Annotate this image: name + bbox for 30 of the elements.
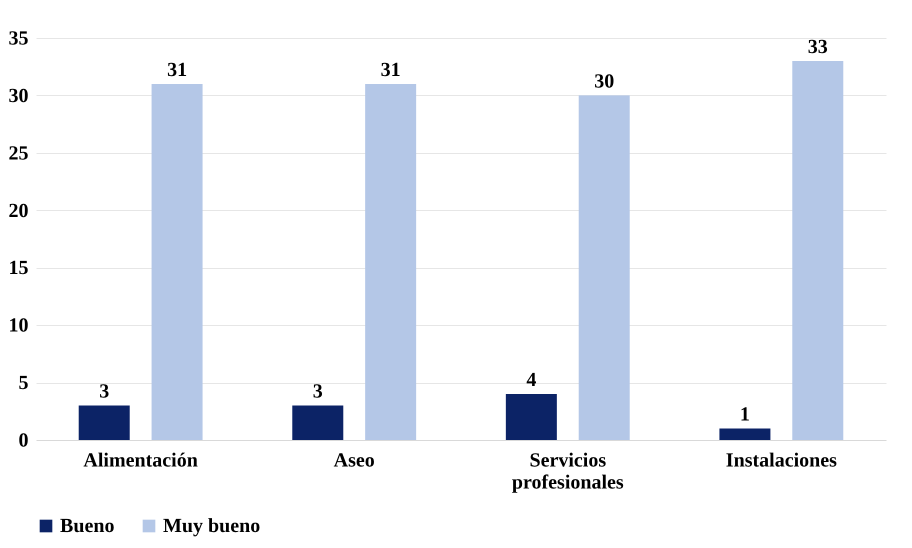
x-tick-label: Servicios profesionales [512,450,624,494]
bar [719,428,770,440]
data-label: 31 [380,58,401,81]
x-tick-label: Alimentación [83,450,198,472]
y-tick-label: 5 [18,372,28,394]
data-label: 31 [167,58,188,81]
y-tick-label: 35 [8,28,28,50]
bar [578,95,630,440]
y-tick-label: 0 [18,430,28,452]
bar [792,60,844,440]
y-tick-label: 30 [8,84,28,107]
y-tick-label: 25 [8,142,28,164]
bar [506,394,557,440]
bar [152,84,203,440]
data-label: 4 [526,369,536,392]
x-tick-label: Instalaciones [726,450,838,472]
data-label: 33 [808,36,828,58]
data-label: 30 [594,70,614,92]
bar [78,406,130,440]
y-tick-label: 15 [8,257,28,280]
legend-label: Muy bueno [163,515,260,537]
data-label: 3 [312,380,323,403]
y-tick-label: 10 [8,314,28,337]
x-tick-label: Aseo [334,450,375,472]
bar [292,406,344,440]
data-label: 3 [99,380,110,403]
bar [365,84,416,440]
y-tick-label: 20 [8,200,28,222]
data-label: 1 [740,404,750,426]
legend-label: Bueno [60,515,114,537]
